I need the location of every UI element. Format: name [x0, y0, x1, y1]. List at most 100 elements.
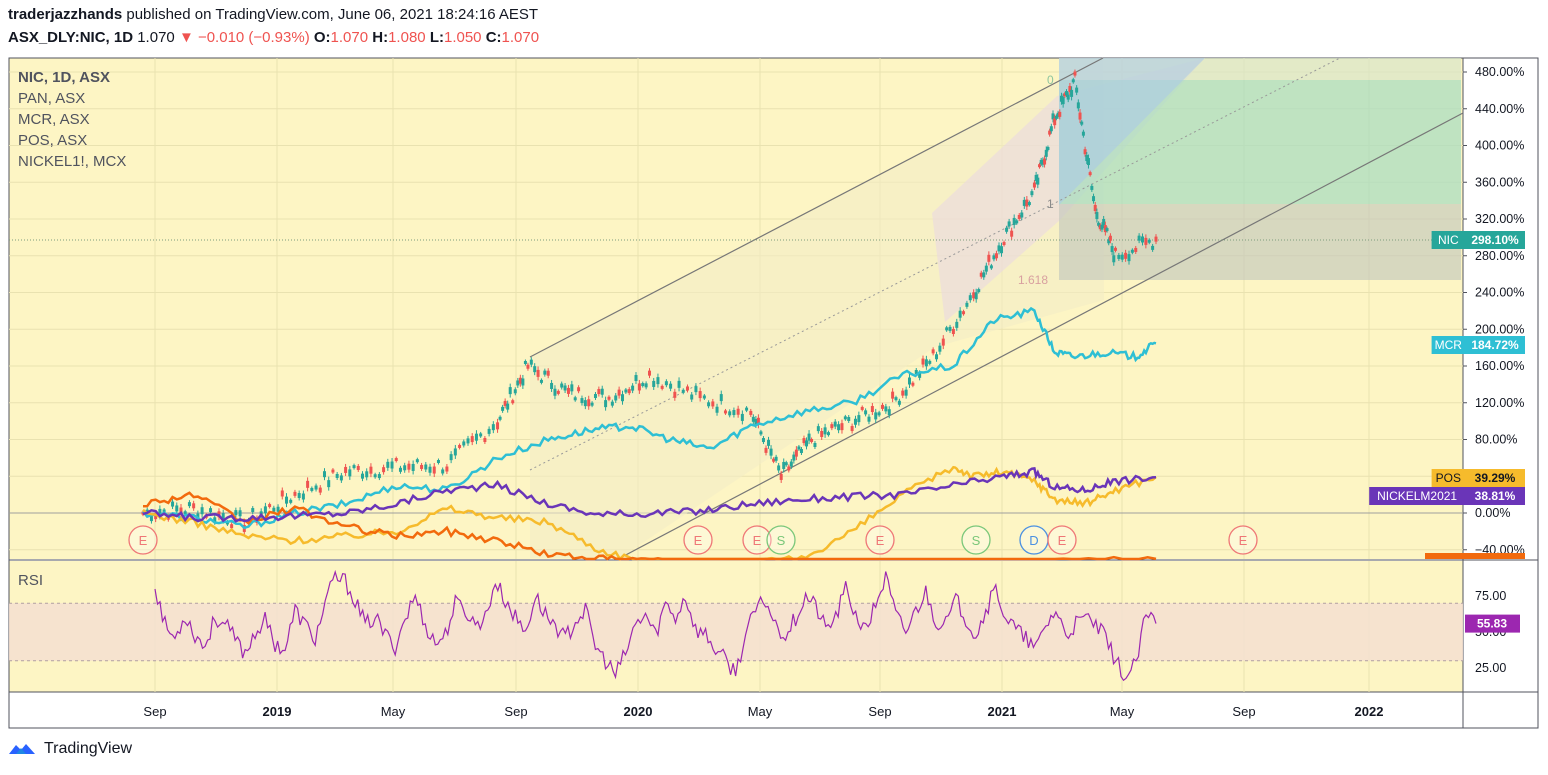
nic-candle-body [487, 428, 491, 434]
event-circle [1047, 525, 1077, 555]
nic-candle-body [577, 387, 581, 392]
nic-candle-body [787, 466, 791, 471]
nic-candle-body [1083, 149, 1087, 155]
last-price: 1.070 [137, 29, 175, 46]
event-marker-e[interactable]: E [1228, 525, 1258, 555]
event-marker-e[interactable]: E [128, 525, 158, 555]
nic-candle-body [792, 454, 796, 461]
legend-pan[interactable]: PAN, ASX [18, 90, 85, 107]
channel-upper-line[interactable] [529, 57, 1104, 358]
legend-nickel[interactable]: NICKEL1!, MCX [18, 153, 126, 170]
nic-candle-body [1043, 158, 1047, 165]
nic-candle-body [1049, 126, 1053, 132]
series-line-mcr[interactable] [142, 306, 1157, 530]
nic-candle-body [175, 505, 179, 512]
event-marker-d[interactable]: D [1019, 525, 1049, 555]
x-tick-label: May [381, 704, 406, 719]
channel-lower-line[interactable] [619, 112, 1464, 559]
nic-candle-body [1015, 220, 1019, 224]
y-tick-label: 440.00% [1475, 102, 1524, 116]
nic-candle-body [523, 360, 527, 364]
nic-candle-body [529, 359, 533, 365]
nic-candle-body [833, 421, 837, 427]
fib-fan-fill [1059, 58, 1205, 205]
nic-candle-body [877, 412, 881, 416]
nic-candle-body [583, 400, 587, 407]
series-line-pan[interactable] [142, 491, 1157, 561]
legend-mcr[interactable]: MCR, ASX [18, 111, 90, 128]
nic-candle-body [1025, 199, 1029, 207]
series-tag-value: 184.72% [1471, 338, 1519, 352]
event-marker-e[interactable]: E [742, 525, 772, 555]
nic-candle-body [539, 379, 543, 383]
rsi-band [9, 603, 1463, 661]
nic-candle-body [251, 508, 255, 513]
event-marker-s[interactable]: S [961, 525, 991, 555]
author-name[interactable]: traderjazzhands [8, 6, 123, 23]
nic-candle-body [1005, 227, 1009, 232]
nic-candle-body [1038, 164, 1042, 168]
nic-candle-body [843, 416, 847, 420]
nic-candle-body [1000, 246, 1004, 254]
nic-candle-body [566, 387, 570, 394]
nic-candle-body [580, 398, 584, 404]
event-marker-e[interactable]: E [1047, 525, 1077, 555]
nic-candle-body [1088, 172, 1092, 176]
event-marker-e[interactable]: E [683, 525, 713, 555]
nic-candle-body [1108, 235, 1112, 241]
rsi-line[interactable] [154, 569, 1157, 682]
nic-candle-body [1076, 102, 1080, 109]
nic-candle-body [1117, 254, 1121, 259]
nic-candle-body [928, 360, 932, 364]
nic-candle-body [498, 416, 502, 420]
x-tick-label: 2021 [988, 704, 1017, 719]
footer-brand[interactable]: TradingView [8, 740, 132, 758]
x-tick-label: May [748, 704, 773, 719]
nic-candle-body [158, 508, 162, 516]
x-tick-label: Sep [1232, 704, 1255, 719]
nic-candle-body [918, 372, 922, 378]
series-tag-name: NICKELM2021 [1377, 489, 1457, 503]
series-tag-pan [1425, 553, 1525, 559]
nic-candle-body [1059, 95, 1063, 102]
nic-candle-body [761, 438, 765, 443]
series-line-nickelm2021[interactable] [142, 467, 1157, 523]
nic-candle-body [901, 390, 905, 396]
x-tick-label: May [1110, 704, 1135, 719]
event-letter: E [1239, 533, 1248, 548]
nic-candle-body [897, 400, 901, 405]
nic-candle-body [617, 389, 621, 396]
nic-candle-body [777, 465, 781, 471]
nic-candle-body [719, 394, 723, 402]
nic-candle-body [1095, 212, 1099, 220]
nic-candle-body [931, 349, 935, 354]
nic-candle-body [501, 406, 505, 411]
nic-candle-body [496, 422, 500, 430]
nic-candle-body [789, 461, 793, 467]
nic-candle-body [955, 321, 959, 328]
series-tag-name: POS [1436, 471, 1461, 485]
nic-candle-body [1002, 242, 1006, 246]
nic-candle-body [857, 415, 861, 423]
nic-candle-body [369, 466, 373, 474]
nic-candle-body [356, 465, 360, 470]
nic-candle-body [301, 493, 305, 500]
low-label: L: [429, 29, 444, 46]
legend-pos[interactable]: POS, ASX [18, 132, 87, 149]
series-tag-value-bg [1465, 231, 1525, 249]
event-marker-s[interactable]: S [766, 525, 796, 555]
nic-candle-body [614, 395, 618, 401]
nic-candle-body [1022, 199, 1026, 206]
event-marker-e[interactable]: E [865, 525, 895, 555]
nic-candle-body [483, 438, 487, 443]
nic-candle-body [989, 265, 993, 269]
nic-candle-body [1103, 225, 1107, 233]
nic-candle-body [377, 474, 381, 479]
nic-candle-body [1112, 255, 1116, 263]
legend-nic[interactable]: NIC, 1D, ASX [18, 69, 110, 86]
nic-candle-body [171, 501, 175, 507]
nic-candle-body [853, 418, 857, 425]
nic-candle-body [1090, 185, 1094, 190]
nic-candle-body [631, 385, 635, 391]
